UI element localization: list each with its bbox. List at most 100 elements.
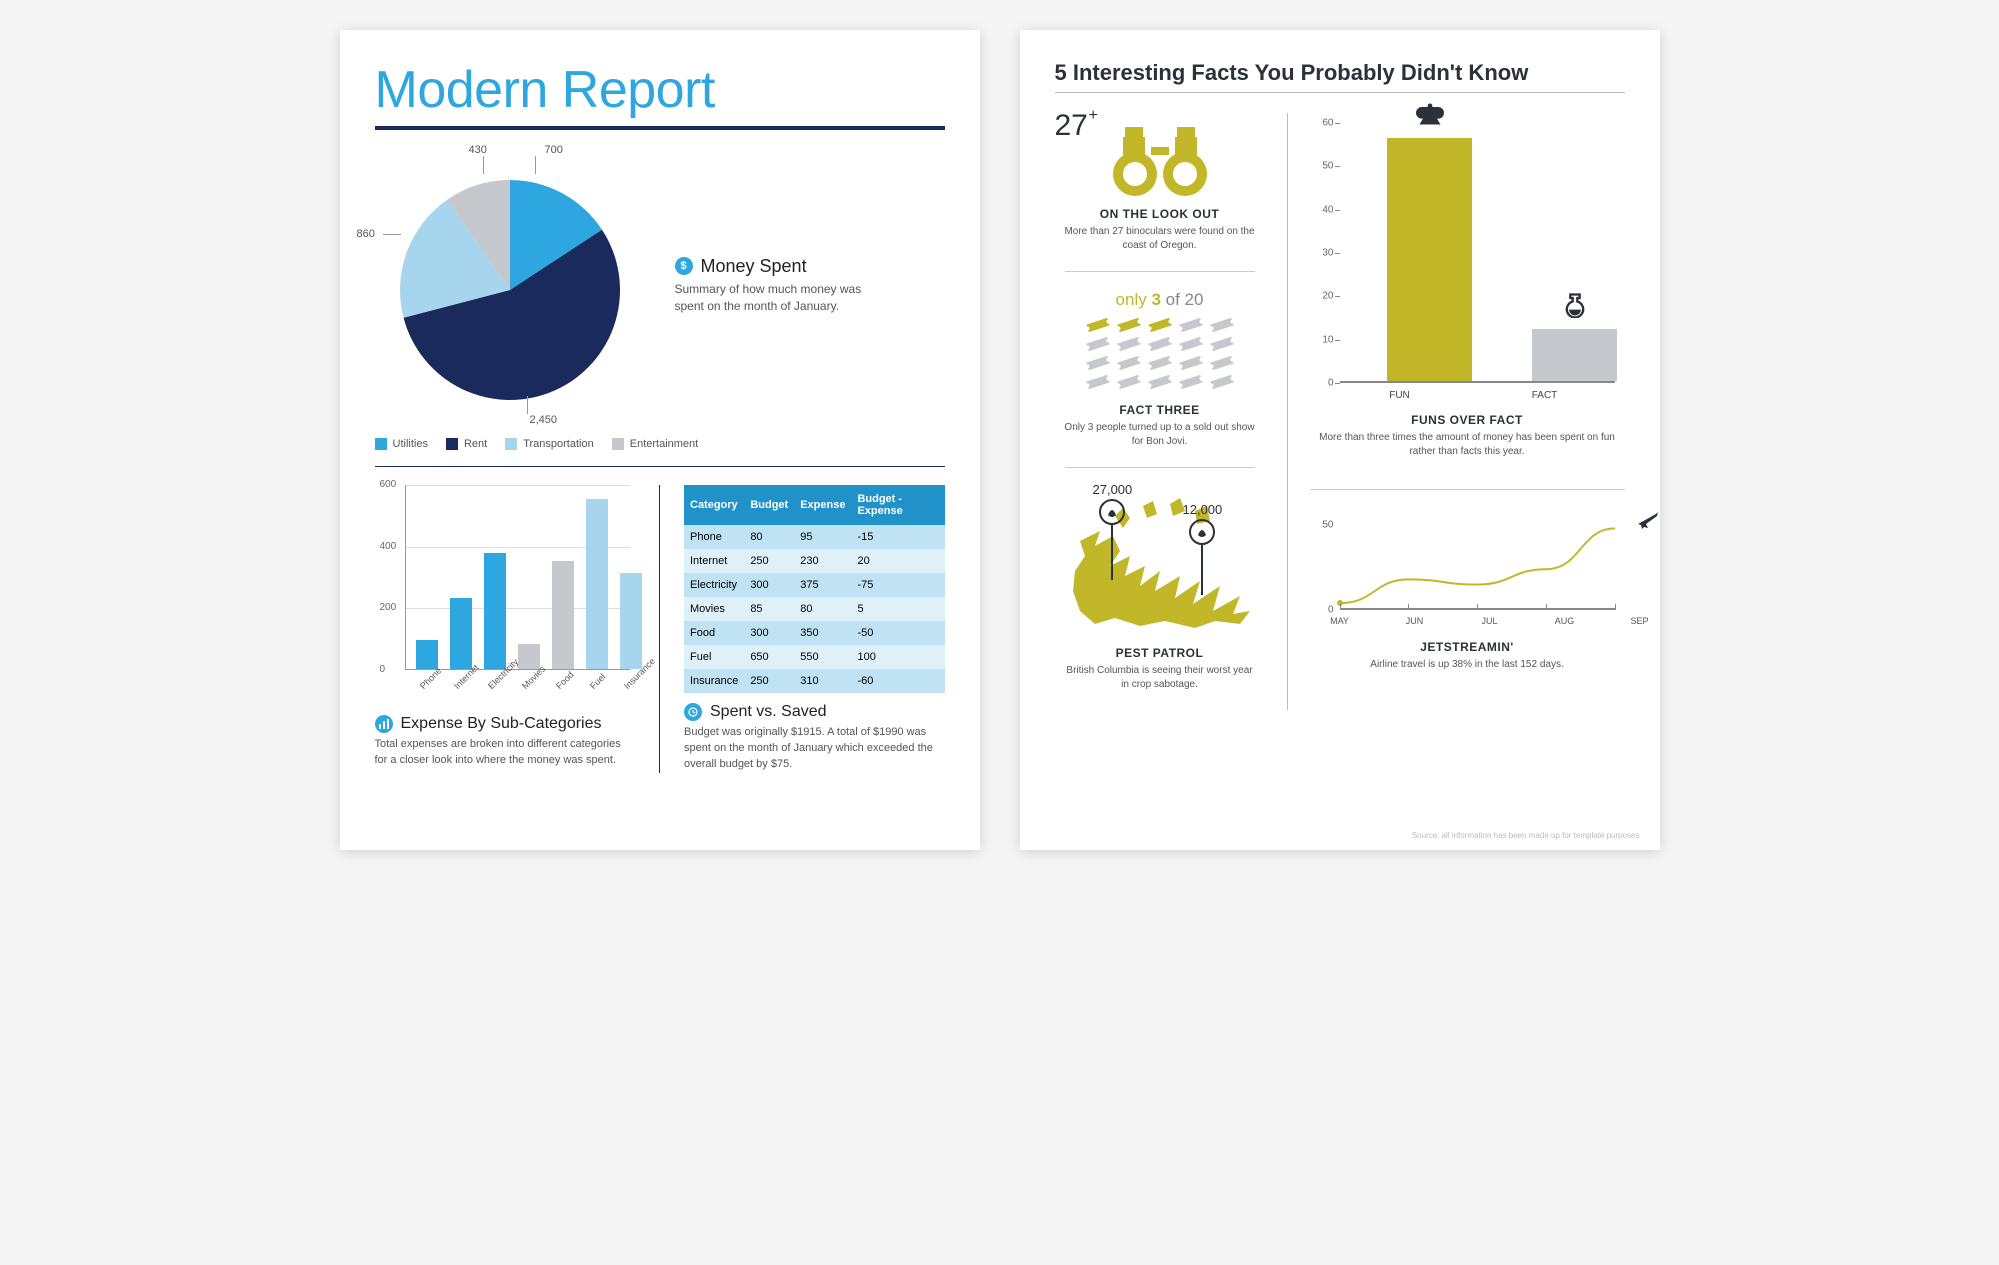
legend-swatch <box>446 438 458 450</box>
table-cell: -50 <box>851 621 944 645</box>
table-cell: 5 <box>851 597 944 621</box>
fact-pest-patrol: 27,000 12,000 <box>1055 486 1265 710</box>
fact-title: PEST PATROL <box>1055 646 1265 660</box>
flask-icon <box>1561 292 1589 323</box>
legend-item: Utilities <box>375 438 428 450</box>
table-cell: Phone <box>684 525 744 549</box>
legend-swatch <box>375 438 387 450</box>
money-title: Money Spent <box>701 256 807 277</box>
vertical-divider <box>1287 113 1288 710</box>
bar <box>552 561 574 669</box>
table-cell: 85 <box>744 597 794 621</box>
x-tick-label: JUN <box>1406 616 1424 626</box>
ticket-icon <box>1085 375 1111 389</box>
page-modern-report: Modern Report 700 430 860 2,450 $ Money … <box>340 30 980 850</box>
fact-title: ON THE LOOK OUT <box>1055 207 1265 221</box>
money-desc: Summary of how much money was spent on t… <box>675 281 885 315</box>
table-cell: 300 <box>744 573 794 597</box>
page-title: 5 Interesting Facts You Probably Didn't … <box>1055 60 1625 86</box>
ticket-icon <box>1147 337 1173 351</box>
saved-desc: Budget was originally $1915. A total of … <box>684 725 945 773</box>
table-row: Food300350-50 <box>684 621 945 645</box>
table-cell: -60 <box>851 669 944 693</box>
fun-fact-chart-block: 0102030405060 FUNFACT FUNS OVER FACT Mor… <box>1310 113 1625 459</box>
ticket-icon <box>1209 318 1235 332</box>
pie-leader <box>483 156 484 174</box>
y-tick-label: 0 <box>380 664 386 675</box>
table-cell: Food <box>684 621 744 645</box>
x-tick-label: JUL <box>1481 616 1497 626</box>
pie-chart: 700 430 860 2,450 <box>375 150 645 420</box>
table-cell: 80 <box>744 525 794 549</box>
pie-label-transport: 860 <box>357 228 375 240</box>
legend-item: Entertainment <box>612 438 698 450</box>
budget-table: CategoryBudgetExpenseBudget - ExpensePho… <box>684 485 945 693</box>
ticket-icon <box>1116 375 1142 389</box>
table-header: Budget - Expense <box>851 485 944 525</box>
ticket-icon <box>1085 318 1111 332</box>
fact-three: only 3 of 20 FACT THREE Only 3 people tu… <box>1055 290 1265 467</box>
page-title: Modern Report <box>375 60 945 120</box>
title-rule <box>1055 92 1625 93</box>
ticket-icon <box>1147 356 1173 370</box>
ticket-icon <box>1116 337 1142 351</box>
table-cell: 250 <box>744 669 794 693</box>
y-tick-label: 200 <box>380 602 397 613</box>
table-cell: 650 <box>744 645 794 669</box>
table-row: Insurance250310-60 <box>684 669 945 693</box>
binoculars-icon <box>1105 119 1215 199</box>
ticket-icon <box>1116 318 1142 332</box>
table-cell: Internet <box>684 549 744 573</box>
bar <box>1532 329 1617 381</box>
chart-desc: More than three times the amount of mone… <box>1310 431 1625 459</box>
bar <box>1387 138 1472 381</box>
table-row: Movies85805 <box>684 597 945 621</box>
top-section: 700 430 860 2,450 $ Money Spent Summary … <box>375 150 945 420</box>
x-tick-label: FUN <box>1389 390 1410 401</box>
ticket-icon <box>1209 337 1235 351</box>
pie-leader <box>527 396 528 414</box>
barchart-plot: 0102030405060 <box>1340 123 1615 383</box>
ticket-grid <box>1080 318 1240 389</box>
x-tick-label: Phone <box>418 666 443 691</box>
table-cell: -75 <box>851 573 944 597</box>
bar <box>416 640 438 669</box>
pie-leader <box>535 156 536 174</box>
bar <box>518 644 540 669</box>
table-cell: -15 <box>851 525 944 549</box>
fact-divider <box>1065 271 1255 272</box>
fact-desc: More than 27 binoculars were found on th… <box>1055 225 1265 253</box>
y-tick-label: 50 <box>1322 161 1333 172</box>
fun-fact-barchart: 0102030405060 FUNFACT <box>1310 113 1625 403</box>
bar <box>586 499 608 669</box>
table-cell: 310 <box>794 669 851 693</box>
stat-number: 27 <box>1055 109 1088 143</box>
bar <box>484 553 506 669</box>
pie-legend: UtilitiesRentTransportationEntertainment <box>375 438 945 450</box>
vertical-divider <box>659 485 660 773</box>
y-tick-label: 30 <box>1322 248 1333 259</box>
fact-title: FACT THREE <box>1055 403 1265 417</box>
table-cell: Movies <box>684 597 744 621</box>
table-cell: 550 <box>794 645 851 669</box>
ticket-icon <box>1085 356 1111 370</box>
chart-title: FUNS OVER FACT <box>1310 413 1625 427</box>
table-cell: 80 <box>794 597 851 621</box>
dollar-icon: $ <box>675 257 693 275</box>
fact-lookout: 27 + ON THE LOOK OUT More than 27 binocu… <box>1055 113 1265 271</box>
table-cell: 350 <box>794 621 851 645</box>
map-wrap: 27,000 12,000 <box>1065 486 1255 636</box>
legend-label: Rent <box>464 438 487 450</box>
table-cell: Fuel <box>684 645 744 669</box>
source-note: Source: all information has been made up… <box>1412 831 1640 840</box>
table-row: Electricity300375-75 <box>684 573 945 597</box>
saved-title: Spent vs. Saved <box>710 703 827 721</box>
table-header: Category <box>684 485 744 525</box>
ticket-icon <box>1147 375 1173 389</box>
y-tick-label: 50 <box>1322 520 1333 531</box>
x-tick-label: Fuel <box>588 672 607 691</box>
money-spent-block: $ Money Spent Summary of how much money … <box>675 256 945 315</box>
jetstream-linechart: 050 MAYJUNJULAUGSEP <box>1310 520 1625 630</box>
title-rule <box>375 126 945 130</box>
legend-item: Rent <box>446 438 487 450</box>
